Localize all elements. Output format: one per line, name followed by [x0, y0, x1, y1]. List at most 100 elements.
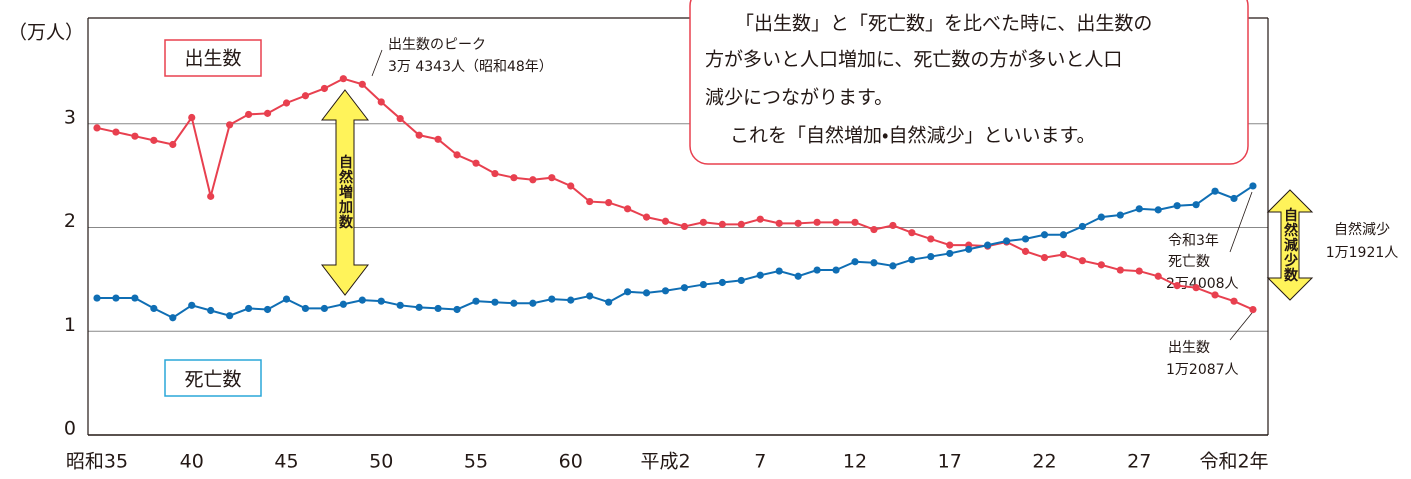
- end-label: 1万2087人: [1166, 362, 1239, 378]
- data-point: [226, 121, 233, 128]
- data-point: [529, 176, 536, 183]
- data-point: [529, 300, 536, 307]
- data-point: [264, 306, 271, 313]
- data-point: [624, 288, 631, 295]
- data-point: [889, 262, 896, 269]
- data-point: [1022, 235, 1029, 242]
- data-point: [188, 114, 195, 121]
- data-point: [605, 199, 612, 206]
- series-line: [97, 186, 1253, 318]
- end-label: 出生数: [1168, 340, 1210, 356]
- data-point: [700, 219, 707, 226]
- data-point: [359, 81, 366, 88]
- x-tick-label: 22: [1032, 451, 1056, 473]
- data-point: [586, 198, 593, 205]
- data-point: [1003, 237, 1010, 244]
- data-point: [1098, 214, 1105, 221]
- data-point: [112, 128, 119, 135]
- data-point: [472, 160, 479, 167]
- data-point: [302, 305, 309, 312]
- data-point: [245, 111, 252, 118]
- data-point: [397, 302, 404, 309]
- data-point: [1249, 182, 1256, 189]
- x-tick-label: 平成2: [640, 451, 690, 473]
- data-point: [851, 219, 858, 226]
- data-point: [548, 174, 555, 181]
- data-point: [643, 289, 650, 296]
- data-point: [908, 229, 915, 236]
- data-point: [1174, 282, 1181, 289]
- data-point: [567, 297, 574, 304]
- data-point: [207, 193, 214, 200]
- note-line: 「出生数」と「死亡数」を比べた時に、出生数の: [735, 13, 1152, 35]
- data-point: [776, 267, 783, 274]
- leader-line: [1230, 313, 1252, 340]
- data-point: [1079, 223, 1086, 230]
- data-point: [662, 218, 669, 225]
- data-point: [1155, 273, 1162, 280]
- data-point: [416, 132, 423, 139]
- data-point: [1117, 211, 1124, 218]
- data-point: [1136, 205, 1143, 212]
- peak-label: 出生数のピーク: [388, 37, 486, 53]
- x-tick-label: 60: [559, 451, 583, 473]
- data-point: [624, 205, 631, 212]
- data-point: [832, 266, 839, 273]
- data-point: [700, 281, 707, 288]
- data-point: [264, 110, 271, 117]
- data-point: [1022, 248, 1029, 255]
- x-tick-label: 45: [274, 451, 298, 473]
- leader-line: [372, 50, 382, 76]
- data-point: [1193, 284, 1200, 291]
- data-point: [946, 242, 953, 249]
- data-point: [378, 98, 385, 105]
- data-point: [321, 85, 328, 92]
- data-point: [719, 221, 726, 228]
- x-tick-label: 40: [180, 451, 204, 473]
- data-point: [1249, 306, 1256, 313]
- data-point: [814, 266, 821, 273]
- data-point: [965, 246, 972, 253]
- x-tick-label: 55: [464, 451, 488, 473]
- data-point: [131, 294, 138, 301]
- data-point: [795, 273, 802, 280]
- data-point: [1060, 251, 1067, 258]
- note-line: 方が多いと人口増加に、死亡数の方が多いと人口: [705, 49, 1122, 71]
- data-point: [510, 300, 517, 307]
- data-point: [548, 295, 555, 302]
- data-point: [340, 75, 347, 82]
- data-point: [681, 284, 688, 291]
- data-point: [435, 305, 442, 312]
- page: （万人） 0123昭和354045505560平成2712172227令和2年 …: [0, 0, 1411, 479]
- data-point: [1098, 261, 1105, 268]
- data-point: [1117, 266, 1124, 273]
- data-point: [889, 222, 896, 229]
- y-tick-label: 3: [64, 106, 76, 128]
- legend-label: 出生数: [184, 48, 241, 70]
- data-point: [169, 141, 176, 148]
- data-point: [662, 287, 669, 294]
- x-tick-label: 27: [1127, 451, 1151, 473]
- data-point: [491, 170, 498, 177]
- x-tick-label: 令和2年: [1199, 451, 1268, 473]
- data-point: [1136, 267, 1143, 274]
- data-point: [283, 295, 290, 302]
- data-point: [870, 226, 877, 233]
- data-point: [491, 299, 498, 306]
- data-point: [1041, 254, 1048, 261]
- data-point: [1211, 291, 1218, 298]
- x-tick-label: 7: [754, 451, 766, 473]
- data-point: [757, 216, 764, 223]
- data-point: [169, 314, 176, 321]
- data-point: [207, 307, 214, 314]
- data-point: [188, 302, 195, 309]
- data-point: [1230, 195, 1237, 202]
- data-point: [681, 223, 688, 230]
- data-point: [984, 242, 991, 249]
- data-point: [226, 312, 233, 319]
- data-point: [814, 219, 821, 226]
- data-point: [1174, 202, 1181, 209]
- data-point: [927, 253, 934, 260]
- data-point: [472, 298, 479, 305]
- note-line: これを「自然増加・自然減少」といいます。: [730, 125, 1096, 147]
